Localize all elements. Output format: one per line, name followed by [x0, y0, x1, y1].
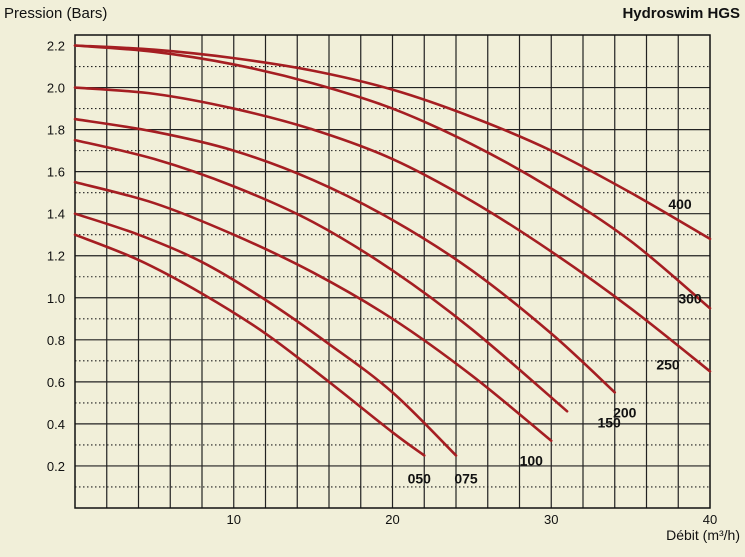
curve-label-300: 300 — [678, 290, 702, 306]
y-tick-label: 1.8 — [47, 123, 65, 138]
grid-layer — [75, 35, 710, 508]
pump-curve-200 — [73, 117, 617, 394]
y-tick-label: 0.8 — [47, 333, 65, 348]
curve-label-400: 400 — [668, 196, 692, 212]
x-tick-label: 20 — [385, 512, 399, 527]
pump-curve-400 — [73, 44, 712, 241]
y-tick-label: 0.2 — [47, 459, 65, 474]
curve-label-250: 250 — [656, 356, 680, 372]
y-tick-label: 2.2 — [47, 39, 65, 54]
chart-title: Hydroswim HGS — [622, 5, 740, 22]
plot-frame — [74, 34, 711, 509]
curve-label-100: 100 — [520, 453, 544, 469]
curve-label-150: 150 — [597, 414, 621, 430]
y-tick-label: 1.6 — [47, 165, 65, 180]
curve-label-050: 050 — [408, 470, 432, 486]
curve-label-075: 075 — [454, 470, 478, 486]
y-tick-label: 2.0 — [47, 81, 65, 96]
y-tick-label: 0.6 — [47, 375, 65, 390]
pump-curve-150 — [73, 138, 569, 413]
pump-curve-300 — [73, 44, 712, 310]
y-axis-title: Pression (Bars) — [4, 5, 107, 22]
pump-curve-075 — [73, 212, 458, 457]
curve-layer — [73, 44, 712, 457]
y-tick-label: 1.2 — [47, 249, 65, 264]
x-tick-label: 40 — [703, 512, 717, 527]
y-tick-label: 1.4 — [47, 207, 65, 222]
pump-curve-250 — [73, 86, 712, 373]
pump-curve-050 — [73, 233, 426, 457]
y-tick-label: 1.0 — [47, 291, 65, 306]
curve-label-200: 200 — [613, 404, 637, 420]
axis-layer: 0.2 0.4 0.6 0.8 1.0 1.2 1.4 1.6 1.8 2.0 2.2 10 20 30 4… — [47, 34, 717, 527]
x-tick-label: 10 — [227, 512, 241, 527]
y-tick-label: 0.4 — [47, 417, 65, 432]
x-axis-title: Débit (m³/h) — [666, 527, 740, 543]
pump-curve-100 — [73, 180, 553, 443]
x-tick-label: 30 — [544, 512, 558, 527]
